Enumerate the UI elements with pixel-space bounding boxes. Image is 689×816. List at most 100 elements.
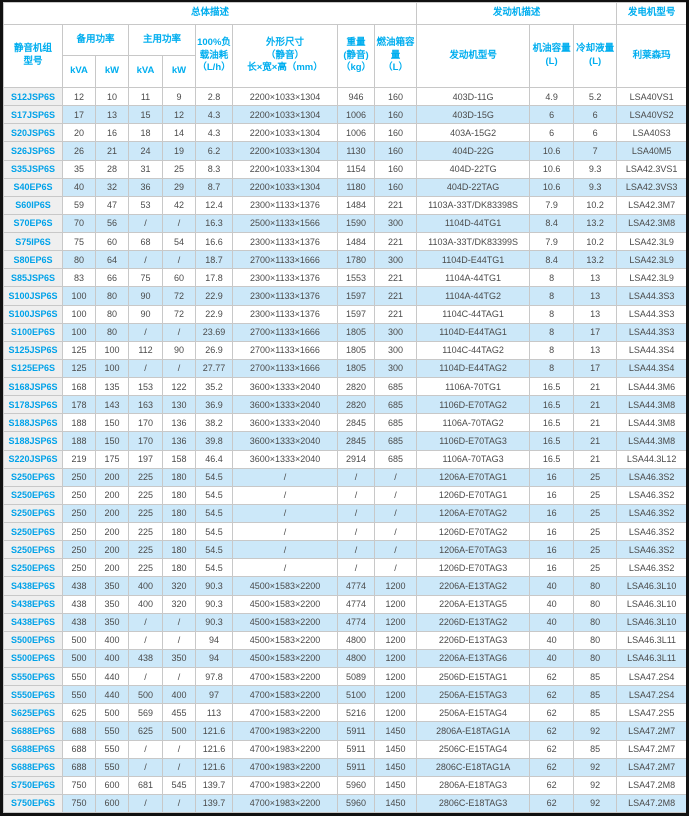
spec-cell: LSA47.2S4 <box>616 666 686 687</box>
model-link[interactable]: S500EP6S <box>3 630 63 650</box>
spec-cell: 2806A-E18TAG3 <box>416 775 531 795</box>
model-link[interactable]: S125JSP6S <box>3 340 63 360</box>
spec-cell: 18 <box>128 123 163 143</box>
spec-cell: 121.6 <box>195 757 233 777</box>
spec-cell: 90.3 <box>195 612 233 632</box>
spec-cell: 600 <box>95 793 129 813</box>
model-link[interactable]: S75IP6S <box>3 231 63 252</box>
spec-cell: 550 <box>62 685 96 705</box>
model-link[interactable]: S80EP6S <box>3 250 63 270</box>
model-link[interactable]: S35JSP6S <box>3 159 63 179</box>
spec-cell: 13 <box>95 105 129 125</box>
spec-cell: 180 <box>162 540 196 560</box>
model-link[interactable]: S688EP6S <box>3 721 63 741</box>
spec-cell: 8 <box>529 340 575 360</box>
spec-cell: 7.9 <box>529 231 575 252</box>
spec-cell: 320 <box>162 576 196 596</box>
spec-cell: 10.2 <box>573 195 618 215</box>
spec-cell: 8.3 <box>195 159 233 179</box>
spec-cell: 2845 <box>337 431 375 451</box>
spec-cell: 2300×1133×1376 <box>232 268 338 288</box>
header-standby-kw: kW <box>95 55 129 88</box>
model-link[interactable]: S168JSP6S <box>3 376 63 397</box>
spec-cell: 1553 <box>337 268 375 288</box>
spec-cell: 85 <box>573 739 618 759</box>
model-link[interactable]: S250EP6S <box>3 467 63 487</box>
spec-cell: 500 <box>62 630 96 650</box>
spec-cell: 221 <box>373 195 418 215</box>
model-link[interactable]: S250EP6S <box>3 503 63 524</box>
model-link[interactable]: S500EP6S <box>3 648 63 669</box>
spec-cell: 13 <box>573 286 618 306</box>
spec-cell: 200 <box>95 503 129 524</box>
table-row: S250EP6S 250 200 225 180 54.5///1206A-E70TAG2… <box>3 503 686 524</box>
model-link[interactable]: S188JSP6S <box>3 431 63 451</box>
model-link[interactable]: S688EP6S <box>3 757 63 777</box>
spec-cell: 70 <box>62 213 96 234</box>
model-link[interactable]: S750EP6S <box>3 793 63 813</box>
model-link[interactable]: S100EP6S <box>3 322 63 342</box>
spec-cell: 35.2 <box>195 376 233 397</box>
model-link[interactable]: S550EP6S <box>3 666 63 687</box>
spec-cell: 10.2 <box>573 231 618 252</box>
header-group-generator: 发电机型号 <box>616 2 686 25</box>
spec-cell: 1484 <box>337 231 375 252</box>
spec-cell: 8 <box>529 358 575 379</box>
model-link[interactable]: S26JSP6S <box>3 141 63 161</box>
model-link[interactable]: S438EP6S <box>3 594 63 614</box>
spec-cell: 13.2 <box>573 250 618 270</box>
model-link[interactable]: S100JSP6S <box>3 304 63 324</box>
spec-cell: 17 <box>62 105 96 125</box>
spec-cell: 2806C-E18TAG1A <box>416 757 531 777</box>
model-link[interactable]: S250EP6S <box>3 558 63 578</box>
model-link[interactable]: S250EP6S <box>3 521 63 542</box>
spec-cell: 2300×1133×1376 <box>232 304 338 324</box>
spec-cell: 38.2 <box>195 413 233 433</box>
model-link[interactable]: S438EP6S <box>3 612 63 632</box>
spec-cell: 4500×1583×2200 <box>232 648 338 669</box>
model-link[interactable]: S70EP6S <box>3 213 63 234</box>
model-link[interactable]: S17JSP6S <box>3 105 63 125</box>
spec-cell: 1805 <box>337 358 375 379</box>
model-link[interactable]: S625EP6S <box>3 703 63 723</box>
model-link[interactable]: S125EP6S <box>3 358 63 379</box>
model-link[interactable]: S688EP6S <box>3 739 63 759</box>
model-link[interactable]: S20JSP6S <box>3 123 63 143</box>
spec-cell: LSA46.3S2 <box>616 558 686 578</box>
spec-cell: 225 <box>128 521 163 542</box>
model-link[interactable]: S750EP6S <box>3 775 63 795</box>
spec-cell: / <box>373 485 418 505</box>
spec-cell: 1206A-E70TAG1 <box>416 467 531 487</box>
spec-cell: 350 <box>162 648 196 669</box>
model-link[interactable]: S188JSP6S <box>3 413 63 433</box>
model-link[interactable]: S178JSP6S <box>3 395 63 415</box>
spec-cell: 153 <box>128 376 163 397</box>
spec-cell: LSA44.3S3 <box>616 286 686 306</box>
spec-cell: 2806C-E18TAG3 <box>416 793 531 813</box>
spec-cell: 21 <box>573 413 618 433</box>
model-link[interactable]: S85JSP6S <box>3 268 63 288</box>
model-link[interactable]: S100JSP6S <box>3 286 63 306</box>
spec-cell: 500 <box>95 703 129 723</box>
spec-cell: 75 <box>128 268 163 288</box>
spec-cell: 10 <box>95 86 129 107</box>
model-link[interactable]: S250EP6S <box>3 485 63 505</box>
model-link[interactable]: S12JSP6S <box>3 86 63 107</box>
table-row: S35JSP6S 35 28 31 25 8.3 2200×1033×1304 1154 160… <box>3 159 686 179</box>
model-link[interactable]: S60IP6S <box>3 195 63 215</box>
spec-cell: 4700×1583×2200 <box>232 703 338 723</box>
spec-cell: 85 <box>573 685 618 705</box>
model-link[interactable]: S40EP6S <box>3 177 63 197</box>
spec-cell: 400 <box>162 685 196 705</box>
spec-cell: LSA44.3S4 <box>616 340 686 360</box>
table-row: S125EP6S 125 100//27.77 2700×1133×1666 1805 3… <box>3 358 686 379</box>
spec-cell: 2700×1133×1666 <box>232 322 338 342</box>
spec-cell: 75 <box>62 231 96 252</box>
model-link[interactable]: S438EP6S <box>3 576 63 596</box>
table-row: S40EP6S 40 32 36 29 8.7 2200×1033×1304 1180 160 4… <box>3 177 686 197</box>
model-link[interactable]: S250EP6S <box>3 540 63 560</box>
spec-cell: 300 <box>373 213 418 234</box>
model-link[interactable]: S550EP6S <box>3 685 63 705</box>
model-link[interactable]: S220JSP6S <box>3 449 63 469</box>
spec-cell: 750 <box>62 775 96 795</box>
